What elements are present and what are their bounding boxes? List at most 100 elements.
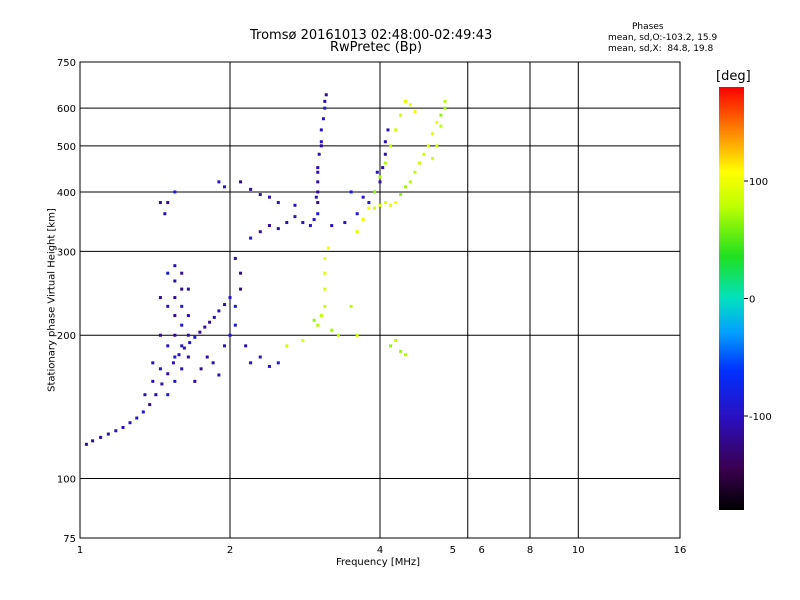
x-mode-point (383, 201, 387, 205)
o-mode-point (386, 128, 390, 132)
o-mode-point (267, 364, 271, 368)
x-mode-point (373, 206, 377, 210)
x-mode-point (431, 157, 435, 161)
x-mode-point (326, 246, 330, 250)
o-mode-point (180, 304, 184, 308)
o-mode-point (173, 333, 177, 337)
o-mode-point (193, 335, 197, 339)
x-mode-point (367, 206, 371, 210)
x-mode-point (435, 120, 439, 124)
o-mode-point (316, 212, 320, 216)
x-mode-point (378, 175, 382, 179)
o-mode-point (383, 140, 387, 144)
o-mode-point (158, 296, 162, 300)
o-mode-point (163, 212, 167, 216)
x-mode-point (408, 103, 412, 107)
chart-title: Tromsø 20161013 02:48:00-02:49:43 (250, 28, 493, 43)
o-mode-point (166, 201, 170, 205)
o-mode-point (258, 193, 262, 197)
o-mode-point (173, 190, 177, 194)
o-mode-point (173, 355, 177, 359)
o-mode-point (319, 144, 323, 148)
x-tick-label: 1 (77, 545, 83, 556)
x-mode-point (399, 113, 403, 117)
o-mode-point (228, 296, 232, 300)
x-mode-point (378, 203, 382, 207)
o-mode-point (212, 315, 216, 319)
x-mode-point (323, 271, 327, 275)
x-mode-point (389, 344, 393, 348)
x-mode-point (443, 99, 447, 103)
colorbar-tick-label: 0 (749, 295, 755, 306)
o-mode-point (180, 271, 184, 275)
x-mode-point (431, 132, 435, 136)
grid (80, 62, 680, 538)
o-mode-point (378, 180, 382, 184)
colorbar-unit: [deg] (716, 69, 751, 84)
x-mode-point (403, 185, 407, 189)
x-mode-point (408, 180, 412, 184)
x-mode-point (312, 318, 316, 322)
o-mode-point (158, 201, 162, 205)
o-mode-point (148, 403, 152, 407)
x-mode-point (403, 99, 407, 103)
o-mode-point (223, 344, 227, 348)
x-tick-label: 4 (377, 545, 383, 556)
o-mode-point (317, 152, 321, 156)
o-mode-point (314, 195, 318, 199)
x-mode-point (301, 338, 305, 342)
x-mode-point (422, 152, 426, 156)
o-mode-point (244, 344, 248, 348)
o-mode-point (193, 379, 197, 383)
y-tick-label: 200 (57, 331, 76, 342)
o-mode-point (158, 333, 162, 337)
o-mode-point (99, 435, 103, 439)
x-mode-point (413, 170, 417, 174)
x-mode-point (383, 161, 387, 165)
x-tick-label: 6 (479, 545, 485, 556)
o-mode-point (228, 333, 232, 337)
o-mode-point (324, 93, 328, 97)
y-tick-label: 750 (57, 58, 76, 69)
o-mode-point (211, 361, 215, 365)
o-mode-point (166, 304, 170, 308)
o-mode-point (114, 429, 118, 433)
o-mode-point (316, 170, 320, 174)
o-mode-point (91, 439, 95, 443)
o-mode-point (316, 190, 320, 194)
o-mode-point (106, 432, 110, 436)
x-axis-label: Frequency [MHz] (336, 557, 421, 568)
o-mode-point (312, 218, 316, 222)
o-mode-point (258, 230, 262, 234)
o-mode-point (141, 410, 145, 414)
o-mode-point (308, 224, 312, 228)
x-mode-point (373, 190, 377, 194)
o-mode-point (151, 361, 155, 365)
o-mode-point (381, 166, 385, 170)
o-mode-point (319, 128, 323, 132)
o-mode-point (166, 393, 170, 397)
o-mode-point (166, 372, 170, 376)
o-mode-point (121, 425, 125, 429)
o-mode-point (258, 355, 262, 359)
x-mode-point (403, 353, 407, 357)
x-mode-point (319, 314, 323, 318)
x-mode-point (355, 333, 359, 337)
x-mode-point (394, 128, 398, 132)
o-mode-point (249, 361, 253, 365)
x-mode-point (355, 230, 359, 234)
x-mode-point (285, 344, 289, 348)
o-mode-point (293, 203, 297, 207)
x-mode-point (439, 124, 443, 128)
x-mode-point (413, 110, 417, 114)
o-mode-point (166, 344, 170, 348)
x-tick-label: 5 (450, 545, 456, 556)
o-mode-point (199, 367, 203, 371)
o-mode-point (267, 195, 271, 199)
o-mode-point (128, 421, 132, 425)
o-mode-point (217, 309, 221, 313)
y-tick-label: 300 (57, 247, 76, 258)
o-mode-point (285, 221, 289, 225)
o-mode-point (180, 323, 184, 327)
o-mode-point (355, 212, 359, 216)
